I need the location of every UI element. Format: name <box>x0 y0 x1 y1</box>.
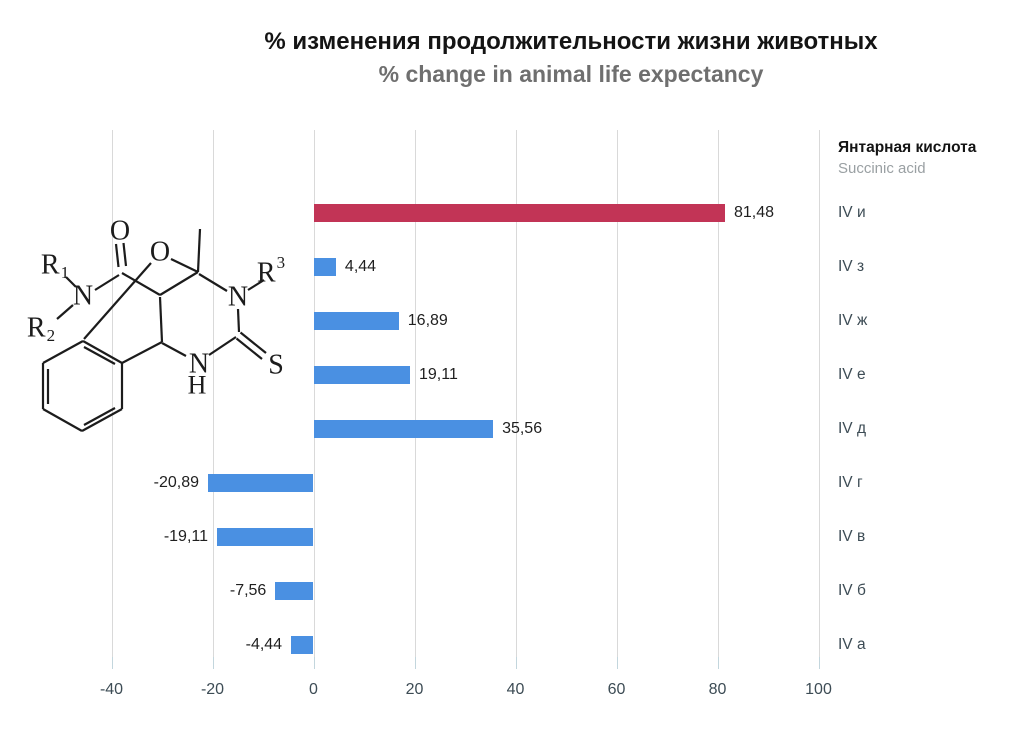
bar <box>313 420 494 438</box>
category-label: IV з <box>838 258 865 275</box>
bond <box>121 272 161 296</box>
legend: Янтарная кислота Succinic acid <box>838 139 1018 177</box>
category-label: IV г <box>838 474 863 491</box>
bar <box>291 636 314 654</box>
bond <box>83 346 116 365</box>
bar <box>313 204 725 222</box>
category-label: IV д <box>838 420 866 437</box>
bond <box>122 242 128 267</box>
bond <box>114 243 120 268</box>
atom-label-o: O <box>110 216 130 247</box>
x-axis-tick <box>313 657 315 669</box>
atom-label-h: H <box>188 371 207 400</box>
value-label: 81,48 <box>733 204 775 221</box>
category-label: IV е <box>838 366 866 383</box>
grid-line <box>212 130 214 657</box>
atom-label-s: S <box>268 350 284 381</box>
bond <box>208 336 237 356</box>
x-tick-label: 60 <box>607 681 626 698</box>
bond <box>235 337 263 360</box>
legend-title-ru: Янтарная кислота <box>838 139 977 156</box>
grid-line <box>515 130 517 657</box>
bond <box>81 408 123 432</box>
bond <box>42 340 84 364</box>
grid-line <box>616 130 618 657</box>
x-tick-label: -20 <box>200 681 225 698</box>
atom-label-n: N <box>73 281 93 312</box>
bond <box>94 274 120 291</box>
atom-label-r2: R2 <box>27 313 55 345</box>
bond <box>236 308 241 333</box>
legend-title-en: Succinic acid <box>838 160 926 177</box>
bond <box>82 340 123 364</box>
bond <box>239 331 267 354</box>
value-label: -20,89 <box>153 474 200 491</box>
x-tick-label: -40 <box>99 681 124 698</box>
x-axis-tick <box>515 657 517 669</box>
atom-label-n: N <box>228 282 248 313</box>
bond <box>56 304 74 320</box>
value-label: -7,56 <box>229 582 267 599</box>
atom-label-o: O <box>150 237 170 268</box>
x-tick-label: 20 <box>405 681 424 698</box>
chart-title: % изменения продолжительности жизни живо… <box>264 28 878 55</box>
bond <box>161 342 187 357</box>
atom-label-n: N <box>189 349 209 380</box>
atom-label-r1: R1 <box>41 250 69 282</box>
x-axis-tick <box>414 657 416 669</box>
value-label: 35,56 <box>502 420 543 437</box>
bond <box>83 407 116 426</box>
bar <box>313 366 410 384</box>
atom-label-r3: R3 <box>257 253 285 289</box>
value-label: 16,89 <box>407 312 448 329</box>
grid-line <box>717 130 719 657</box>
bar <box>313 312 399 330</box>
x-tick-label: 100 <box>805 681 832 698</box>
x-tick-label: 80 <box>708 681 727 698</box>
bond <box>247 279 265 291</box>
bar <box>208 474 314 492</box>
x-tick-label: 40 <box>506 681 525 698</box>
value-label: -19,11 <box>163 528 208 545</box>
bar <box>275 582 314 600</box>
category-label: IV ж <box>838 312 868 329</box>
bar <box>216 528 314 546</box>
x-axis-tick <box>111 657 113 669</box>
value-label: -4,44 <box>245 636 283 653</box>
category-label: IV а <box>838 636 866 653</box>
bond <box>83 262 152 340</box>
chart-subtitle: % change in animal life expectancy <box>378 61 764 87</box>
bond <box>159 271 199 296</box>
bond <box>170 258 199 273</box>
value-label: 4,44 <box>344 258 377 275</box>
bond <box>42 408 83 432</box>
grid-line <box>414 130 416 657</box>
grid-line <box>111 130 113 657</box>
bond <box>196 228 202 273</box>
value-label: 19,11 <box>419 366 458 383</box>
category-label: IV б <box>838 582 866 599</box>
x-tick-label: 0 <box>309 681 318 698</box>
x-axis-tick <box>212 657 214 669</box>
x-axis-tick <box>818 657 820 669</box>
bar <box>313 258 336 276</box>
category-label: IV в <box>838 528 866 545</box>
bond <box>158 296 164 343</box>
bond <box>121 341 163 364</box>
category-label: IV и <box>838 204 866 221</box>
grid-line <box>818 130 820 657</box>
bond <box>198 273 228 292</box>
x-axis-tick <box>616 657 618 669</box>
bond <box>65 276 77 288</box>
x-axis-tick <box>717 657 719 669</box>
grid-line <box>313 130 315 657</box>
